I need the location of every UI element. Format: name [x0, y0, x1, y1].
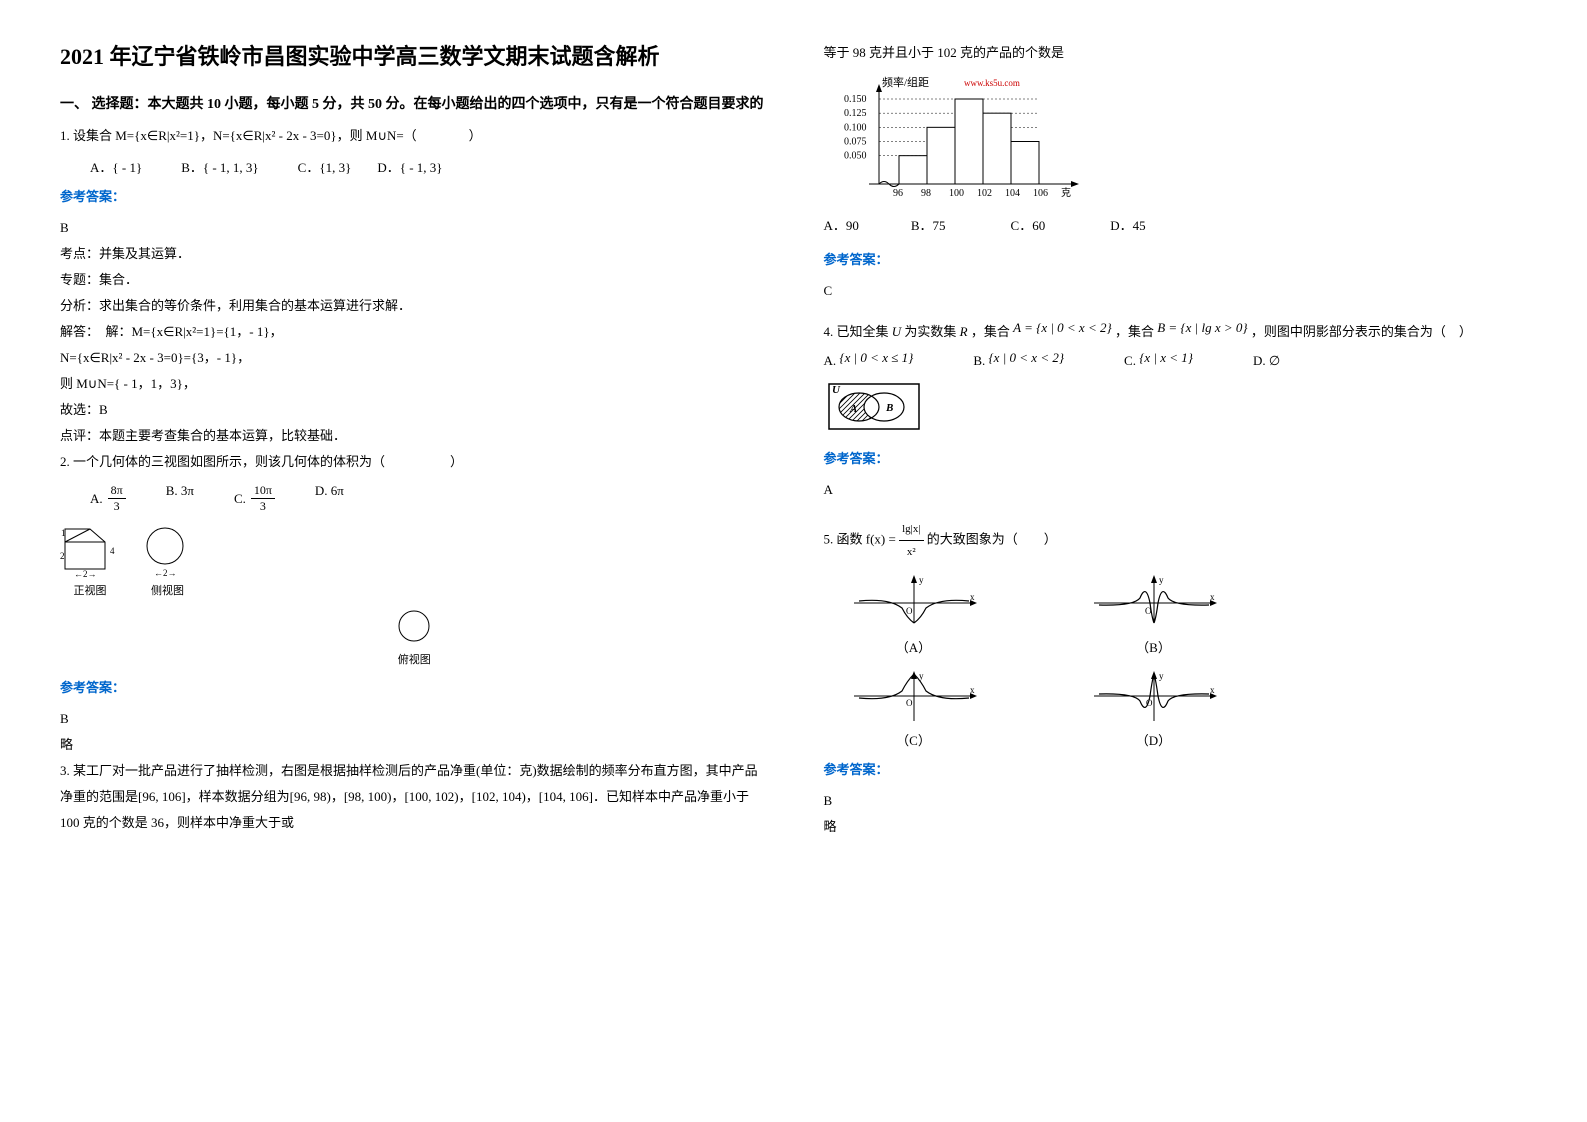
svg-text:104: 104: [1005, 188, 1020, 199]
svg-text:0.100: 0.100: [844, 122, 867, 133]
histogram-watermark: www.ks5u.com: [964, 78, 1020, 88]
q3-options: A．90 B．75 C．60 D．45: [824, 213, 1528, 239]
q2-note: 略: [60, 732, 764, 758]
q1-options: A．{ - 1} B．{ - 1, 1, 3} C．{1, 3} D．{ - 1…: [90, 157, 764, 176]
geometry-three-views: 1 2 ←2→ 4 正视图 ←2→ 侧视图: [60, 524, 764, 598]
q2-optA-num: 8π: [108, 483, 126, 499]
q4-options: A. {x | 0 < x ≤ 1} B. {x | 0 < x < 2} C.…: [824, 353, 1528, 369]
q1-explain4: 解答： 解：M={x∈R|x²=1}={1，- 1}，: [60, 319, 764, 345]
q1-explain8: 点评：本题主要考查集合的基本运算，比较基础．: [60, 423, 764, 449]
svg-text:O: O: [906, 606, 913, 616]
q4-answer-label: 参考答案：: [824, 448, 1528, 467]
svg-text:100: 100: [949, 188, 964, 199]
q1-explain1: 考点：并集及其运算．: [60, 241, 764, 267]
graph-B-icon: x y O: [1084, 573, 1224, 633]
q2-options: A. 8π 3 B. 3π C. 10π 3 D. 6π: [90, 483, 764, 514]
q2-optA-label: A.: [90, 491, 103, 507]
q2-optC-label: C.: [234, 491, 246, 507]
q5-text: 5. 函数 f(x) = lg|x| x² 的大致图象为（ ）: [824, 518, 1528, 563]
top-view-label: 俯视图: [65, 651, 764, 667]
graph-A-label: （A）: [844, 637, 984, 656]
histogram-chart: 频率/组距 www.ks5u.com 0.050 0.075 0.100 0.125 0…: [824, 74, 1528, 208]
svg-text:y: y: [919, 575, 924, 585]
q1-explain7: 故选：B: [60, 397, 764, 423]
q1-explain5: N={x∈R|x² - 2x - 3=0}={3，- 1}，: [60, 345, 764, 371]
venn-diagram: U A B: [824, 379, 1528, 438]
svg-text:0.125: 0.125: [844, 108, 867, 119]
q5-graph-row1: x y O （A） x y O: [844, 573, 1528, 656]
q2-answer-label: 参考答案：: [60, 677, 764, 696]
q1-text: 1. 设集合 M={x∈R|x²=1}，N={x∈R|x² - 2x - 3=0…: [60, 123, 764, 149]
q3-text: 3. 某工厂对一批产品进行了抽样检测，右图是根据抽样检测后的产品净重(单位：克)…: [60, 758, 764, 836]
svg-text:0.150: 0.150: [844, 94, 867, 105]
graph-D-icon: x y O: [1084, 666, 1224, 726]
svg-text:96: 96: [893, 188, 903, 199]
svg-text:O: O: [906, 698, 913, 708]
svg-text:x: x: [970, 592, 975, 602]
q5-graph-row2: x y O （C） x y O: [844, 666, 1528, 749]
venn-A-label: A: [849, 403, 857, 415]
q3-answer: C: [824, 278, 1528, 304]
svg-text:克: 克: [1061, 187, 1071, 199]
q2-text: 2. 一个几何体的三视图如图所示，则该几何体的体积为（ ）: [60, 449, 764, 475]
q2-optC-num: 10π: [251, 483, 275, 499]
top-view-icon: [389, 608, 439, 648]
svg-text:0.075: 0.075: [844, 137, 867, 148]
q1-answer-label: 参考答案：: [60, 186, 764, 205]
svg-text:1: 1: [61, 528, 66, 538]
svg-text:x: x: [1210, 592, 1215, 602]
q4-text: 4. 已知全集 U 为实数集 R ，集合 A = {x | 0 < x < 2}…: [824, 319, 1528, 345]
q5-note: 略: [824, 814, 1528, 840]
svg-text:y: y: [919, 671, 924, 681]
q4-answer: A: [824, 477, 1528, 503]
svg-text:x: x: [1210, 685, 1215, 695]
svg-text:y: y: [1159, 575, 1164, 585]
side-view-label: 侧视图: [140, 582, 195, 598]
graph-C-icon: x y O: [844, 666, 984, 726]
svg-text:2: 2: [60, 551, 65, 561]
venn-B-label: B: [885, 402, 893, 414]
q2-answer: B: [60, 706, 764, 732]
section-header: 一、 选择题：本大题共 10 小题，每小题 5 分，共 50 分。在每小题给出的…: [60, 93, 764, 113]
svg-text:x: x: [970, 685, 975, 695]
q3-answer-label: 参考答案：: [824, 249, 1528, 268]
svg-text:y: y: [1159, 671, 1164, 681]
q5-answer-label: 参考答案：: [824, 759, 1528, 778]
graph-A-icon: x y O: [844, 573, 984, 633]
q2-optA-den: 3: [111, 499, 123, 514]
svg-text:←2→: ←2→: [74, 569, 97, 579]
graph-B-label: （B）: [1084, 637, 1224, 656]
q1-answer: B: [60, 215, 764, 241]
svg-text:106: 106: [1033, 188, 1048, 199]
svg-text:98: 98: [921, 188, 931, 199]
q2-optB: B. 3π: [166, 483, 194, 514]
graph-C-label: （C）: [844, 730, 984, 749]
q1-explain2: 专题：集合．: [60, 267, 764, 293]
graph-D-label: （D）: [1084, 730, 1224, 749]
q2-optD: D. 6π: [315, 483, 344, 514]
svg-text:4: 4: [110, 546, 115, 556]
page-title: 2021 年辽宁省铁岭市昌图实验中学高三数学文期末试题含解析: [60, 40, 764, 73]
venn-U-label: U: [832, 384, 841, 396]
svg-text:←2→: ←2→: [154, 568, 177, 578]
histogram-ylabel: 频率/组距: [882, 75, 929, 89]
svg-text:0.050: 0.050: [844, 151, 867, 162]
svg-text:102: 102: [977, 188, 992, 199]
front-view-label: 正视图: [60, 582, 120, 598]
q5-answer: B: [824, 788, 1528, 814]
q1-explain3: 分析：求出集合的等价条件，利用集合的基本运算进行求解．: [60, 293, 764, 319]
side-view-icon: ←2→: [140, 524, 195, 579]
front-view-icon: 1 2 ←2→ 4: [60, 524, 120, 579]
q2-optC-den: 3: [257, 499, 269, 514]
q3-text-cont: 等于 98 克并且小于 102 克的产品的个数是: [824, 40, 1528, 66]
q1-explain6: 则 M∪N={ - 1，1，3}，: [60, 371, 764, 397]
